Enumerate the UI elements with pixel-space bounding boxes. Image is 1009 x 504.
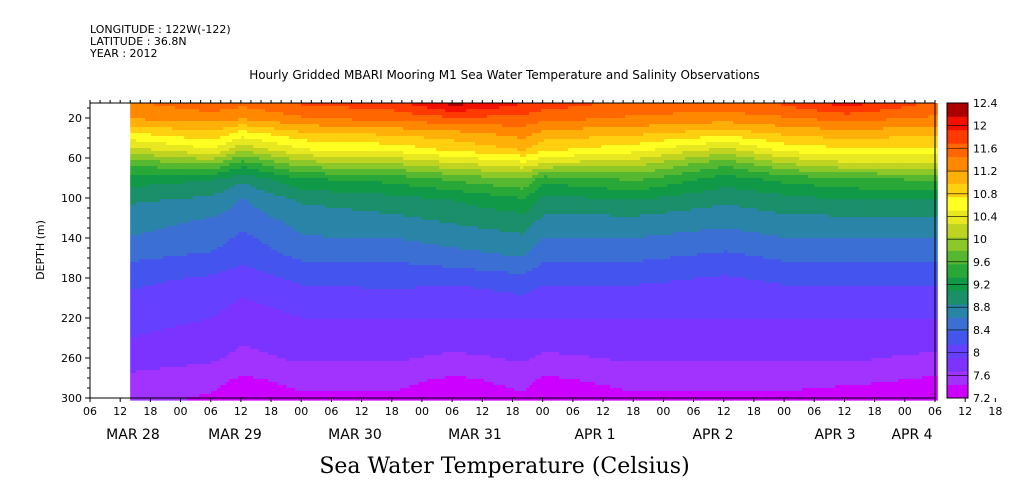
heatmap-area bbox=[130, 103, 938, 401]
